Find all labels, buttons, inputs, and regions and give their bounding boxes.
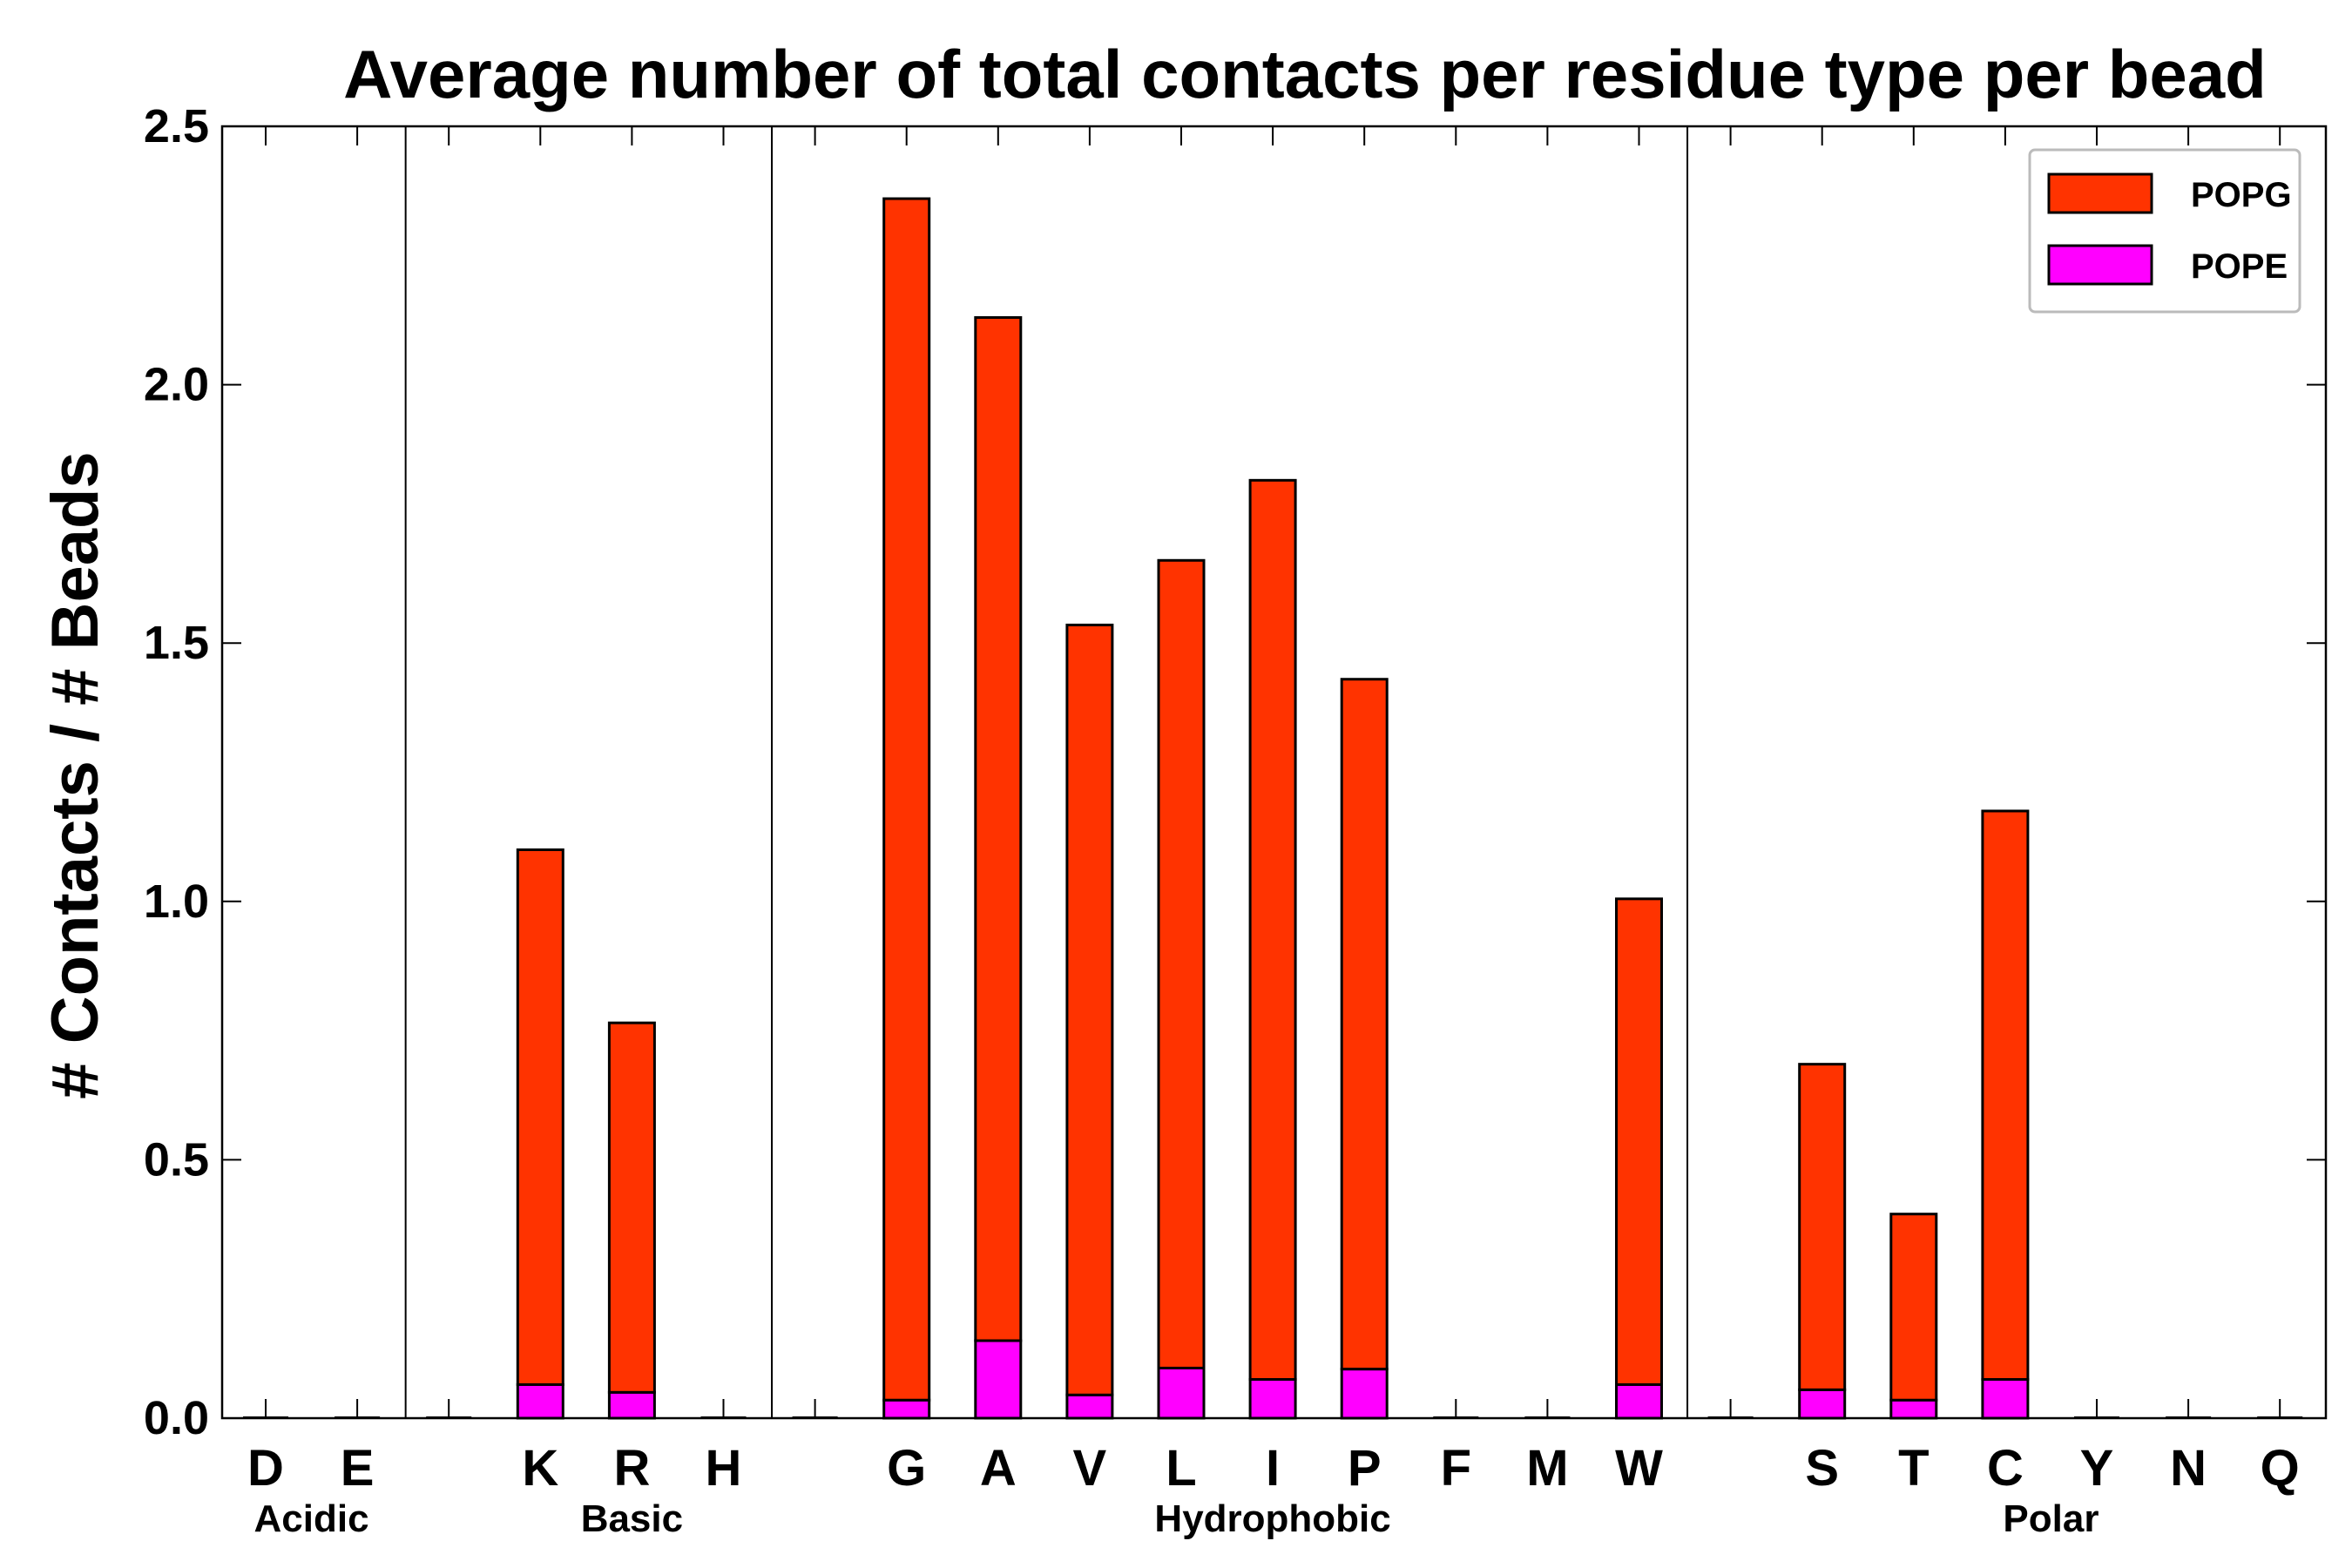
bar-popg-g — [882, 197, 931, 1402]
x-tick-label: S — [1805, 1440, 1839, 1497]
y-tick-label: 0.0 — [144, 1392, 209, 1444]
x-tick-label: Y — [2080, 1440, 2114, 1497]
bar-popg-l — [1157, 558, 1206, 1369]
x-tick-label: D — [247, 1440, 284, 1497]
bar-pope-w — [1615, 1382, 1663, 1420]
x-tick-label: V — [1073, 1440, 1107, 1497]
bar-pope-k — [516, 1382, 564, 1420]
bar-pope-v — [1065, 1393, 1114, 1420]
x-tick-label: G — [887, 1440, 926, 1497]
y-tick-label: 2.5 — [144, 100, 209, 152]
bar-pope-c — [1981, 1378, 2030, 1420]
bar-pope-g — [882, 1398, 931, 1420]
bar-popg-s — [1798, 1063, 1847, 1391]
y-axis-label: # Contacts / # Beads — [38, 451, 112, 1098]
y-tick-label: 2.0 — [144, 359, 209, 411]
bar-pope-t — [1889, 1398, 1938, 1420]
bar-pope-i — [1248, 1378, 1297, 1420]
legend-swatch-pope — [2047, 244, 2153, 286]
x-tick-label: F — [1441, 1440, 1471, 1497]
x-tick-label: H — [706, 1440, 742, 1497]
x-tick-label: W — [1615, 1440, 1663, 1497]
x-tick-label: E — [341, 1440, 375, 1497]
x-tick-label: R — [613, 1440, 650, 1497]
chart-title: Average number of total contacts per res… — [343, 36, 2267, 112]
x-tick-label: L — [1166, 1440, 1196, 1497]
group-label-polar: Polar — [2003, 1497, 2099, 1540]
y-tick-label: 1.0 — [144, 875, 209, 928]
y-tick-label: 0.5 — [144, 1133, 209, 1186]
bar-pope-a — [974, 1339, 1023, 1420]
bar-pope-p — [1340, 1368, 1389, 1420]
group-label-hydrophobic: Hydrophobic — [1154, 1497, 1390, 1540]
x-tick-label: N — [2170, 1440, 2207, 1497]
legend-label-popg: POPG — [2191, 176, 2292, 214]
bar-popg-c — [1981, 809, 2030, 1382]
x-tick-label: P — [1348, 1440, 1382, 1497]
x-tick-label: C — [1987, 1440, 2024, 1497]
x-tick-label: Q — [2261, 1440, 2300, 1497]
bar-popg-k — [516, 848, 564, 1386]
legend-swatch-popg — [2047, 172, 2153, 214]
bar-popg-w — [1615, 897, 1663, 1386]
x-tick-label: M — [1526, 1440, 1568, 1497]
group-label-acidic: Acidic — [254, 1497, 369, 1540]
bar-popg-a — [974, 315, 1023, 1342]
bar-pope-l — [1157, 1366, 1206, 1420]
group-label-basic: Basic — [581, 1497, 683, 1540]
bar-pope-s — [1798, 1388, 1847, 1420]
x-tick-label: T — [1898, 1440, 1929, 1497]
bar-popg-r — [607, 1021, 656, 1394]
legend: POPG POPE — [2028, 148, 2301, 314]
legend-label-pope: POPE — [2191, 247, 2288, 286]
x-tick-label: I — [1266, 1440, 1280, 1497]
bar-popg-v — [1065, 623, 1114, 1396]
bar-pope-r — [607, 1390, 656, 1420]
x-tick-label: A — [980, 1440, 1017, 1497]
x-tick-label: K — [522, 1440, 558, 1497]
bar-popg-t — [1889, 1213, 1938, 1402]
bar-popg-i — [1248, 478, 1297, 1382]
bar-popg-p — [1340, 678, 1389, 1371]
y-tick-label: 1.5 — [144, 617, 209, 669]
